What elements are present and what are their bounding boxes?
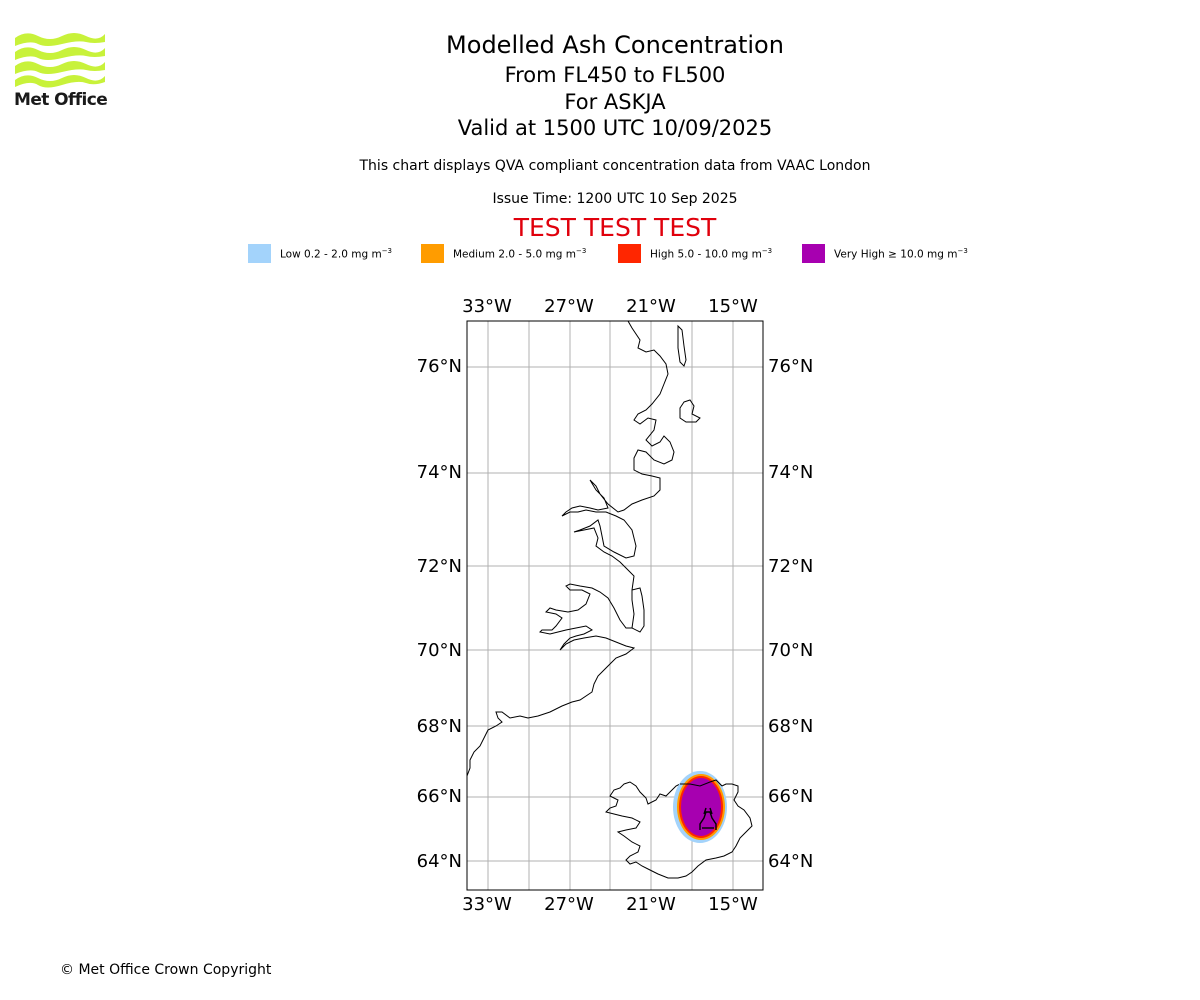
met-office-logo: Met Office [14,30,109,112]
copyright-notice: © Met Office Crown Copyright [60,962,272,978]
volcano-name: For ASKJA [564,90,666,114]
issue-time: Issue Time: 1200 UTC 10 Sep 2025 [492,191,738,207]
lon-label-bottom-15w: 15°W [708,894,758,915]
lat-label-right-68n: 68°N [768,716,813,737]
legend-swatch-very-high [802,244,825,263]
legend-item-high: High 5.0 - 10.0 mg m−3 [618,244,772,263]
lat-label-right-70n: 70°N [768,640,813,661]
legend-label-low: Low 0.2 - 2.0 mg m−3 [280,246,393,261]
legend-item-low: Low 0.2 - 2.0 mg m−3 [248,244,392,263]
lon-label-top-21w: 21°W [626,296,676,317]
lat-label-right-76n: 76°N [768,356,813,377]
lat-label-left-68n: 68°N [417,716,462,737]
ash-cloud [673,771,727,843]
flight-level-range: From FL450 to FL500 [504,63,726,87]
coastline-greenland [466,320,701,777]
legend-label-very-high: Very High ≥ 10.0 mg m−3 [834,246,968,261]
legend-swatch-low [248,244,271,263]
legend-label-medium: Medium 2.0 - 5.0 mg m−3 [453,246,587,261]
met-office-wave-icon [15,33,105,88]
lon-label-bottom-27w: 27°W [544,894,594,915]
lat-label-right-66n: 66°N [768,786,813,807]
coastline-overlay [680,779,723,787]
chart-title: Modelled Ash Concentration [446,31,784,59]
lat-label-right-74n: 74°N [768,462,813,483]
valid-time: Valid at 1500 UTC 10/09/2025 [457,116,773,140]
lon-label-top-27w: 27°W [544,296,594,317]
lat-label-right-64n: 64°N [768,851,813,872]
legend-label-high: High 5.0 - 10.0 mg m−3 [650,246,773,261]
lat-label-right-72n: 72°N [768,556,813,577]
lon-label-top-33w: 33°W [462,296,512,317]
lat-label-left-64n: 64°N [417,851,462,872]
test-banner: TEST TEST TEST [513,213,717,242]
lon-label-top-15w: 15°W [708,296,758,317]
coastline-iceland [605,779,753,879]
lat-label-left-66n: 66°N [417,786,462,807]
lon-label-bottom-33w: 33°W [462,894,512,915]
legend-item-medium: Medium 2.0 - 5.0 mg m−3 [421,244,586,263]
lat-label-left-74n: 74°N [417,462,462,483]
volcano-icon [699,807,717,830]
map-frame [466,320,764,891]
chart-subtitle: This chart displays QVA compliant concen… [359,158,871,174]
ash-region-very-high [681,778,721,836]
legend-swatch-high [618,244,641,263]
legend-swatch-medium [421,244,444,263]
lat-label-left-70n: 70°N [417,640,462,661]
logo-text: Met Office [14,90,108,110]
legend-item-very-high: Very High ≥ 10.0 mg m−3 [802,244,968,263]
lon-label-bottom-21w: 21°W [626,894,676,915]
lat-label-left-72n: 72°N [417,556,462,577]
lat-label-left-76n: 76°N [417,356,462,377]
